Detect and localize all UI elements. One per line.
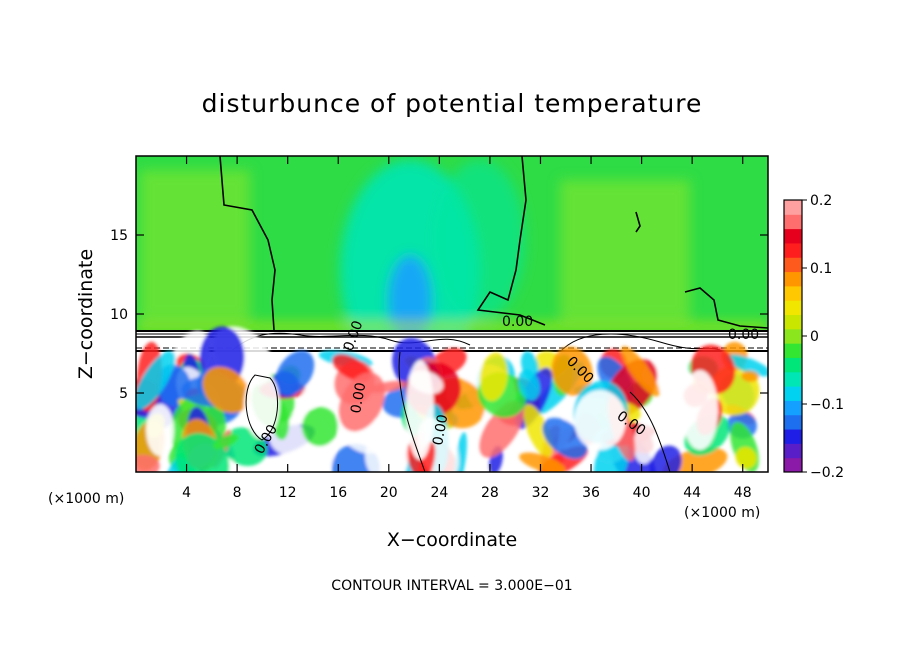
colorbar-swatch: [784, 242, 802, 258]
x-tick-label: 12: [279, 485, 297, 501]
contour-lines: [219, 156, 768, 472]
colorbar-swatch: [784, 371, 802, 387]
colorbar-swatch: [784, 429, 802, 444]
turbulence-cell: [518, 369, 540, 401]
colorbar-swatch: [784, 357, 802, 373]
colorbar-tick-label: −0.1: [810, 397, 844, 413]
x-tick-label: 36: [582, 485, 600, 501]
vortex-core: [682, 370, 718, 450]
contour-label: 0.00: [502, 314, 533, 330]
colorbar-swatch: [784, 214, 802, 230]
turbulence-cell: [301, 383, 322, 409]
colorbar-swatch: [784, 328, 802, 344]
turbulence-cell: [202, 366, 250, 414]
heatmap-field: [136, 156, 768, 472]
colorbar-tick-label: 0.2: [810, 193, 832, 209]
turbulence-cell: [136, 350, 176, 410]
colorbar-swatch: [784, 228, 802, 244]
x-axis-ticks: 4 8 12 16 20 24 28 32 36 40 44 48: [182, 156, 752, 501]
turbulence-cell: [735, 447, 757, 469]
y-tick-label: 5: [119, 386, 128, 402]
chart-title: disturbunce of potential temperature: [202, 89, 703, 118]
turbulence-cell: [136, 454, 160, 472]
x-tick-label: 20: [380, 485, 398, 501]
x-tick-label: 8: [233, 485, 242, 501]
colorbar-swatch: [784, 314, 802, 330]
y-tick-label: 15: [110, 228, 128, 244]
turbulence-cell: [649, 445, 682, 472]
colorbar: [783, 199, 803, 473]
x-unit-label-left: (×1000 m): [48, 491, 124, 507]
colorbar-swatch: [784, 343, 802, 358]
colorbar-tick-label: −0.2: [810, 465, 844, 481]
turbulence-cell: [741, 370, 759, 382]
vortex-core: [146, 404, 174, 456]
turbulence-cell: [725, 354, 768, 377]
y-tick-label: 10: [110, 307, 128, 323]
turbulence-cell: [454, 432, 467, 472]
vortex-core: [244, 371, 280, 439]
colorbar-swatch: [784, 285, 802, 301]
contour-label: 0.00: [728, 327, 759, 343]
colorbar-tick-label: 0: [810, 329, 819, 345]
turbulence-cell: [301, 407, 339, 447]
x-tick-label: 24: [430, 485, 448, 501]
contour-interval-note: CONTOUR INTERVAL = 3.000E−01: [331, 578, 572, 594]
turbulence-cell: [633, 423, 656, 464]
colorbar-swatch: [784, 257, 802, 273]
cyan-plume-right: [435, 160, 525, 320]
inversion-band: [136, 330, 768, 352]
turbulence-cell: [479, 352, 508, 402]
contour-label: 0.00: [430, 413, 451, 446]
vortex-core: [574, 390, 626, 450]
x-tick-label: 32: [532, 485, 550, 501]
colorbar-swatch: [784, 414, 802, 430]
x-axis-title: X−coordinate: [387, 529, 517, 551]
contour-label: 0.00: [348, 381, 369, 414]
colorbar-swatch: [784, 443, 802, 459]
x-unit-label-right: (×1000 m): [684, 505, 760, 521]
colorbar-swatch: [784, 400, 802, 416]
colorbar-tick-label: 0.1: [810, 261, 832, 277]
x-tick-label: 44: [683, 485, 701, 501]
x-tick-label: 4: [182, 485, 191, 501]
vortex-core: [406, 360, 434, 460]
y-axis-title: Z−coordinate: [75, 249, 97, 379]
colorbar-ticks: 0.2 0.1 0 −0.1 −0.2: [802, 193, 844, 481]
yellow-edge: [136, 322, 768, 332]
turbulence-cell: [551, 346, 593, 396]
turbulence-cell: [275, 350, 315, 396]
x-tick-label: 48: [734, 485, 752, 501]
turbulence-cell: [136, 404, 154, 419]
x-tick-label: 28: [481, 485, 499, 501]
y-axis-ticks: 5 10 15: [110, 228, 768, 402]
turbulence-cell: [365, 429, 410, 472]
turbulence-cell: [338, 372, 385, 432]
turbulence-cell: [621, 346, 660, 397]
colorbar-swatch: [784, 200, 802, 215]
turbulence-blobs: [136, 326, 768, 472]
turbulence-cell: [519, 452, 565, 472]
turbulence-cell: [523, 403, 553, 458]
colorbar-swatch: [784, 386, 802, 401]
light-green-band-right: [560, 180, 690, 320]
x-tick-label: 40: [633, 485, 651, 501]
x-tick-label: 16: [329, 485, 347, 501]
colorbar-swatch: [784, 271, 802, 287]
colorbar-swatch: [784, 300, 802, 316]
colorbar-swatch: [784, 457, 802, 473]
turbulence-cell: [212, 434, 239, 450]
light-green-band-left: [140, 170, 250, 320]
